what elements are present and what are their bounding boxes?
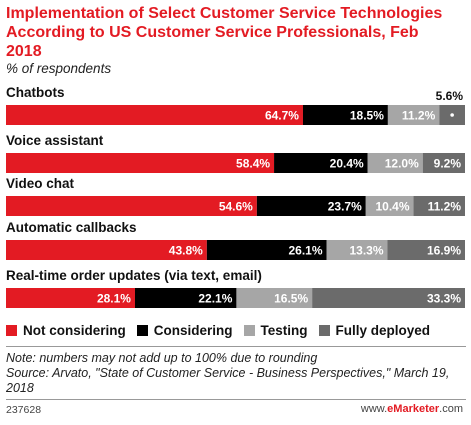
chart-id: 237628 bbox=[6, 404, 42, 416]
legend-label: Considering bbox=[153, 323, 233, 338]
value-label-video-chat-considering: 23.7% bbox=[328, 200, 362, 214]
legend-label: Testing bbox=[260, 323, 308, 338]
value-label-video-chat-fully-deployed: 11.2% bbox=[428, 200, 462, 214]
legend-label: Fully deployed bbox=[335, 323, 431, 338]
bar-voice-assistant-testing bbox=[367, 153, 423, 173]
small-segment-marker bbox=[450, 113, 454, 117]
bar-chatbots-not-considering bbox=[6, 105, 303, 125]
value-label-chatbots-testing: 11.2% bbox=[402, 109, 436, 123]
value-label-chatbots-not-considering: 64.7% bbox=[265, 109, 299, 123]
value-label-video-chat-testing: 10.4% bbox=[376, 200, 410, 214]
legend-item-considering: Considering bbox=[136, 323, 233, 338]
bar-chatbots-considering bbox=[302, 105, 388, 125]
source-text: Source: Arvato, "State of Customer Servi… bbox=[6, 366, 450, 395]
legend-swatch bbox=[243, 325, 255, 336]
category-label-real-time-order-updates-via-text-email: Real-time order updates (via text, email… bbox=[6, 268, 262, 283]
value-label-voice-assistant-not-considering: 58.4% bbox=[236, 157, 270, 171]
bar-real-time-order-updates-via-text-email-considering bbox=[134, 288, 237, 308]
legend-label: Not considering bbox=[23, 323, 126, 338]
legend-swatch bbox=[6, 325, 17, 336]
bar-video-chat-fully-deployed bbox=[413, 196, 465, 216]
chart-title: Implementation of Select Customer Servic… bbox=[6, 5, 443, 60]
bar-video-chat-testing bbox=[365, 196, 414, 216]
bar-video-chat-not-considering bbox=[6, 196, 257, 216]
legend: Not considering Considering Testing Fully d… bbox=[6, 323, 441, 338]
brand-name: eMarketer bbox=[387, 403, 440, 415]
value-label-chatbots-fully-deployed: 5.6% bbox=[436, 89, 464, 103]
footnote: Note: numbers may not add up to 100% due… bbox=[6, 351, 462, 396]
value-label-automatic-callbacks-considering: 26.1% bbox=[288, 244, 322, 258]
bar-chatbots-testing bbox=[387, 105, 440, 125]
bar-voice-assistant-not-considering bbox=[6, 153, 275, 173]
value-label-real-time-order-updates-via-text-email-not-considering: 28.1% bbox=[97, 292, 131, 306]
chart-subtitle: % of respondents bbox=[6, 61, 112, 76]
bar-voice-assistant-considering bbox=[274, 153, 368, 173]
value-label-automatic-callbacks-fully-deployed: 16.9% bbox=[427, 244, 461, 258]
bar-voice-assistant-fully-deployed bbox=[422, 153, 465, 173]
value-label-voice-assistant-fully-deployed: 9.2% bbox=[434, 157, 462, 171]
value-label-real-time-order-updates-via-text-email-considering: 22.1% bbox=[198, 292, 232, 306]
brand-suffix: .com bbox=[439, 403, 463, 415]
bar-real-time-order-updates-via-text-email-fully-deployed bbox=[312, 288, 465, 308]
category-label-automatic-callbacks: Automatic callbacks bbox=[6, 220, 137, 235]
value-label-voice-assistant-testing: 12.0% bbox=[385, 157, 419, 171]
legend-swatch bbox=[318, 325, 330, 336]
divider-top bbox=[6, 346, 466, 347]
value-label-real-time-order-updates-via-text-email-testing: 16.5% bbox=[274, 292, 308, 306]
bar-automatic-callbacks-testing bbox=[326, 240, 388, 260]
note-text: Note: numbers may not add up to 100% due… bbox=[6, 351, 318, 365]
brand-prefix: www. bbox=[360, 403, 388, 415]
legend-item-not-considering: Not considering bbox=[6, 323, 126, 338]
bar-automatic-callbacks-fully-deployed bbox=[387, 240, 465, 260]
bar-video-chat-considering bbox=[256, 196, 366, 216]
value-label-video-chat-not-considering: 54.6% bbox=[219, 200, 253, 214]
value-label-automatic-callbacks-testing: 13.3% bbox=[349, 244, 383, 258]
divider-bottom bbox=[6, 399, 466, 400]
legend-item-testing: Testing bbox=[243, 323, 308, 338]
value-label-real-time-order-updates-via-text-email-fully-deployed: 33.3% bbox=[427, 292, 461, 306]
category-label-video-chat: Video chat bbox=[6, 176, 75, 191]
category-label-chatbots: Chatbots bbox=[6, 85, 65, 100]
category-label-voice-assistant: Voice assistant bbox=[6, 133, 104, 148]
bar-automatic-callbacks-considering bbox=[206, 240, 327, 260]
brand-logo: www.eMarketer.com bbox=[361, 403, 463, 415]
bar-automatic-callbacks-not-considering bbox=[6, 240, 207, 260]
legend-item-fully-deployed: Fully deployed bbox=[318, 323, 431, 338]
value-label-automatic-callbacks-not-considering: 43.8% bbox=[169, 244, 203, 258]
value-label-chatbots-considering: 18.5% bbox=[350, 109, 384, 123]
value-label-voice-assistant-considering: 20.4% bbox=[330, 157, 364, 171]
legend-swatch bbox=[136, 325, 148, 336]
bar-real-time-order-updates-via-text-email-not-considering bbox=[6, 288, 135, 308]
bar-real-time-order-updates-via-text-email-testing bbox=[236, 288, 313, 308]
